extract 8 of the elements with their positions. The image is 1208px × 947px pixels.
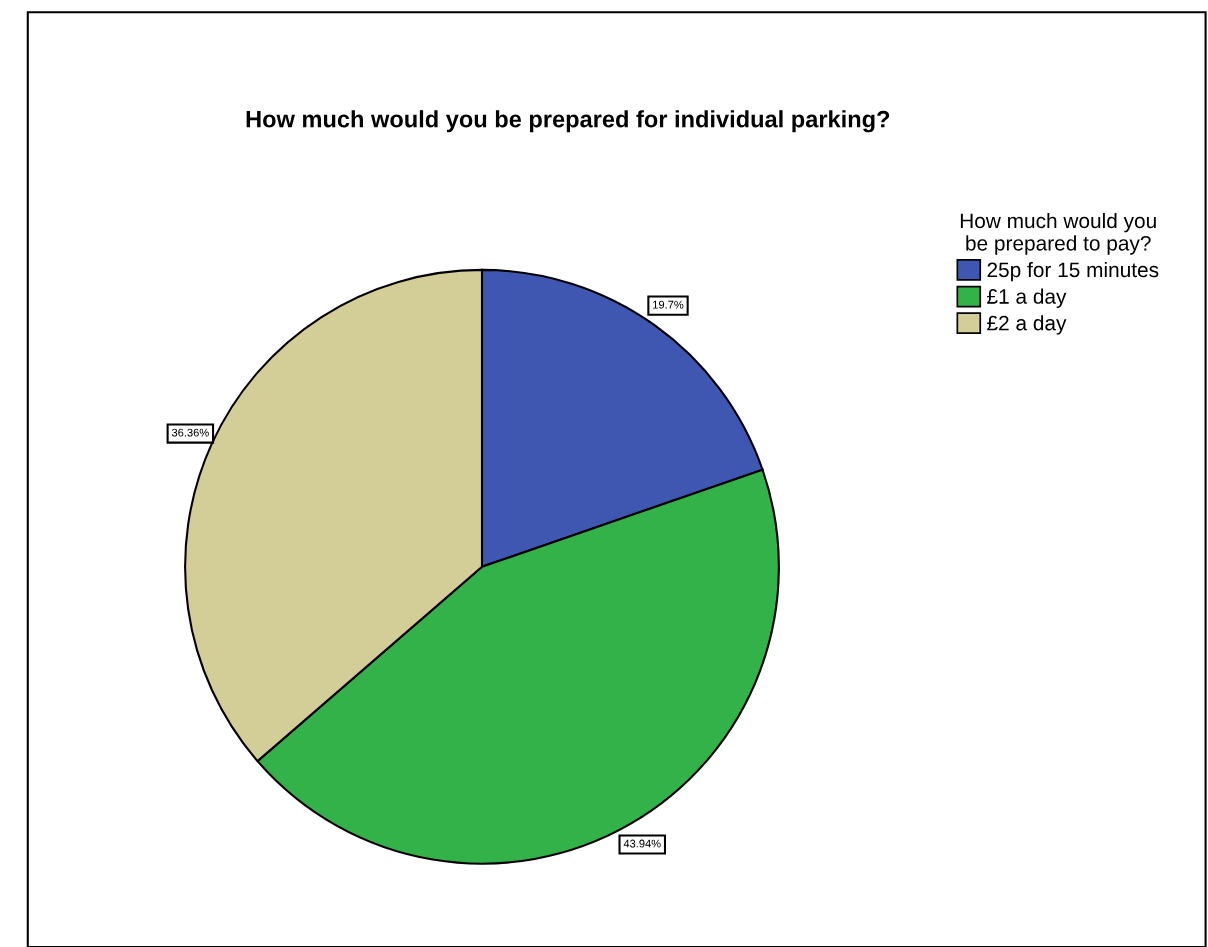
data-label: 19.7% <box>653 300 684 309</box>
chart-title: How much would you be prepared for individual parking? <box>246 110 890 133</box>
legend-label: 25p for 15 minutes <box>987 261 1159 282</box>
legend-label: £1 a day <box>987 288 1067 308</box>
data-label: 36.36% <box>171 428 209 437</box>
data-label: 43.94% <box>623 839 661 848</box>
legend-title: How much would you be prepared to pay? <box>960 212 1156 255</box>
legend-label: £2 a day <box>987 315 1067 335</box>
